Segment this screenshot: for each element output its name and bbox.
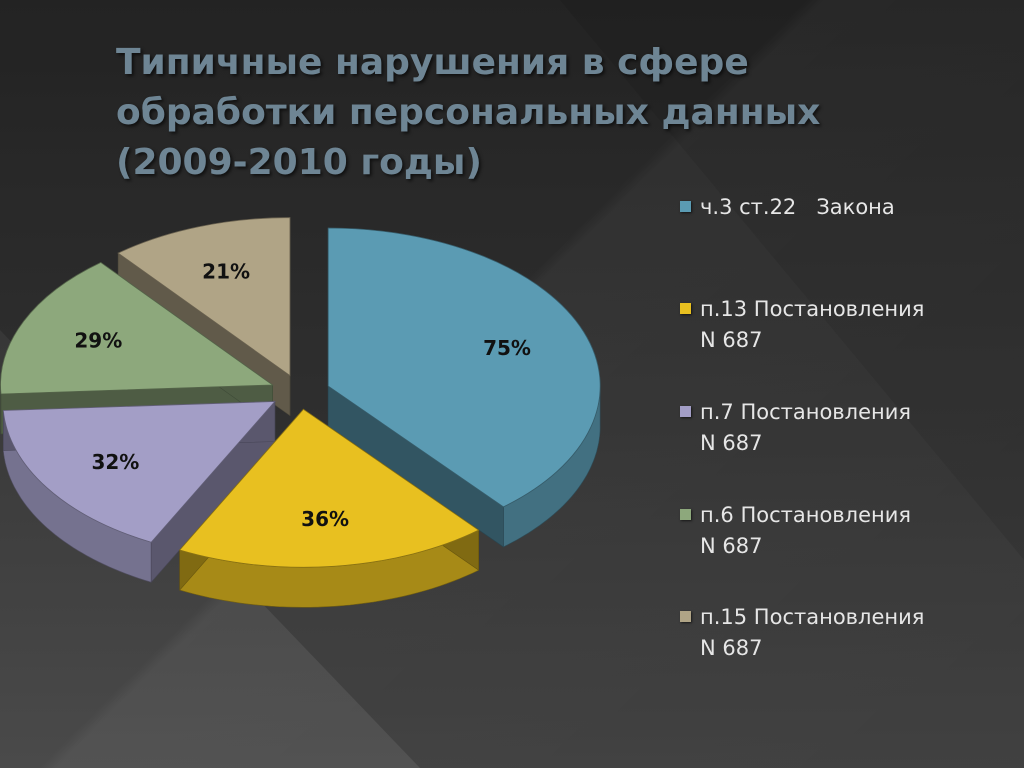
legend-label: п.6 Постановления N 687 <box>700 503 912 558</box>
pie-slice-top <box>117 217 291 377</box>
pie-slice-label: 21% <box>202 259 250 283</box>
legend-item: п.6 Постановления N 687 <box>680 500 1000 562</box>
pie-slice-top <box>2 401 276 543</box>
legend-label: п.15 Постановления N 687 <box>700 605 925 660</box>
legend-item: п.15 Постановления N 687 <box>680 602 1000 664</box>
title-line-3: (2009-2010 годы) <box>116 142 482 183</box>
legend-label: п.7 Постановления N 687 <box>700 400 912 455</box>
pie-slice-top <box>327 227 601 508</box>
pie-slice-label: 32% <box>91 450 139 474</box>
slide-title: Типичные нарушения в сфере обработки пер… <box>116 38 876 188</box>
pie-slice-top <box>0 262 274 395</box>
legend-swatch <box>680 303 691 314</box>
pie-slice: 75% <box>327 227 601 548</box>
pie-slice: 32% <box>2 400 276 584</box>
legend-label: ч.3 ст.22 Закона <box>700 195 895 219</box>
title-line-1: Типичные нарушения в сфере <box>116 42 749 83</box>
legend-item: п.13 Постановления N 687 <box>680 294 1000 356</box>
legend-swatch <box>680 509 691 520</box>
legend-swatch <box>680 611 691 622</box>
legend-swatch <box>680 201 691 212</box>
legend-item: ч.3 ст.22 Закона <box>680 192 1000 223</box>
legend-item: п.7 Постановления N 687 <box>680 397 1000 459</box>
legend-swatch <box>680 406 691 417</box>
pie-slice-label: 36% <box>301 507 349 531</box>
pie-slice-label: 29% <box>74 328 122 352</box>
legend-label: п.13 Постановления N 687 <box>700 297 925 352</box>
title-line-2: обработки персональных данных <box>116 92 821 133</box>
pie-slice-label: 75% <box>483 336 531 360</box>
pie-slice: 36% <box>179 408 480 608</box>
pie-slice-top <box>179 408 480 568</box>
